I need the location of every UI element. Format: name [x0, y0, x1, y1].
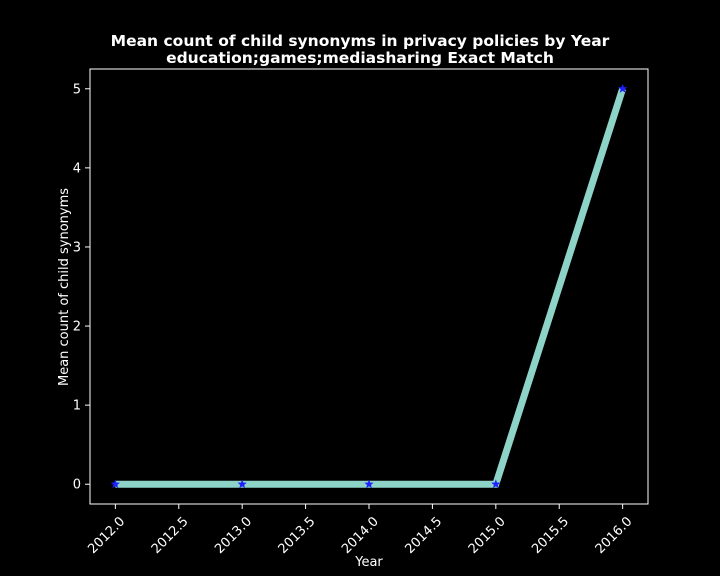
data-point — [110, 479, 120, 489]
y-tick-label: 5 — [73, 82, 81, 97]
x-tick-label: 2013.0 — [212, 514, 255, 557]
chart-title: Mean count of child synonyms in privacy … — [110, 32, 610, 50]
data-point — [491, 479, 501, 489]
x-tick-label: 2015.0 — [466, 514, 509, 557]
series-line — [115, 87, 626, 488]
data-point — [618, 83, 628, 93]
x-tick-label: 2014.5 — [402, 514, 445, 557]
plot-frame — [89, 68, 649, 505]
y-tick-label: 1 — [73, 399, 81, 414]
y-tick-label: 4 — [73, 161, 81, 176]
data-point — [364, 479, 374, 489]
y-tick-label: 2 — [73, 320, 81, 335]
x-tick-label: 2014.0 — [339, 514, 382, 557]
data-point — [237, 479, 247, 489]
x-axis-label: Year — [354, 555, 383, 570]
y-axis-label: Mean count of child synonyms — [57, 188, 72, 386]
x-tick-label: 2016.0 — [593, 514, 636, 557]
y-tick-label: 0 — [73, 478, 81, 493]
x-tick-label: 2015.5 — [529, 514, 572, 557]
chart-subtitle: education;games;mediasharing Exact Match — [166, 49, 554, 67]
y-tick-label: 3 — [73, 240, 81, 255]
x-tick-label: 2013.5 — [276, 514, 319, 557]
x-tick-label: 2012.5 — [149, 514, 192, 557]
x-tick-label: 2012.0 — [85, 514, 128, 557]
